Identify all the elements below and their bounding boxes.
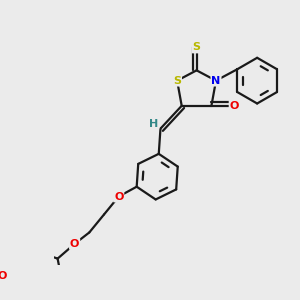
Text: N: N (212, 76, 220, 85)
Text: O: O (114, 191, 123, 202)
Text: S: S (173, 76, 181, 85)
Text: O: O (70, 239, 79, 249)
Text: H: H (149, 119, 159, 129)
Text: O: O (0, 271, 7, 281)
Text: S: S (193, 43, 201, 52)
Text: O: O (230, 101, 239, 111)
